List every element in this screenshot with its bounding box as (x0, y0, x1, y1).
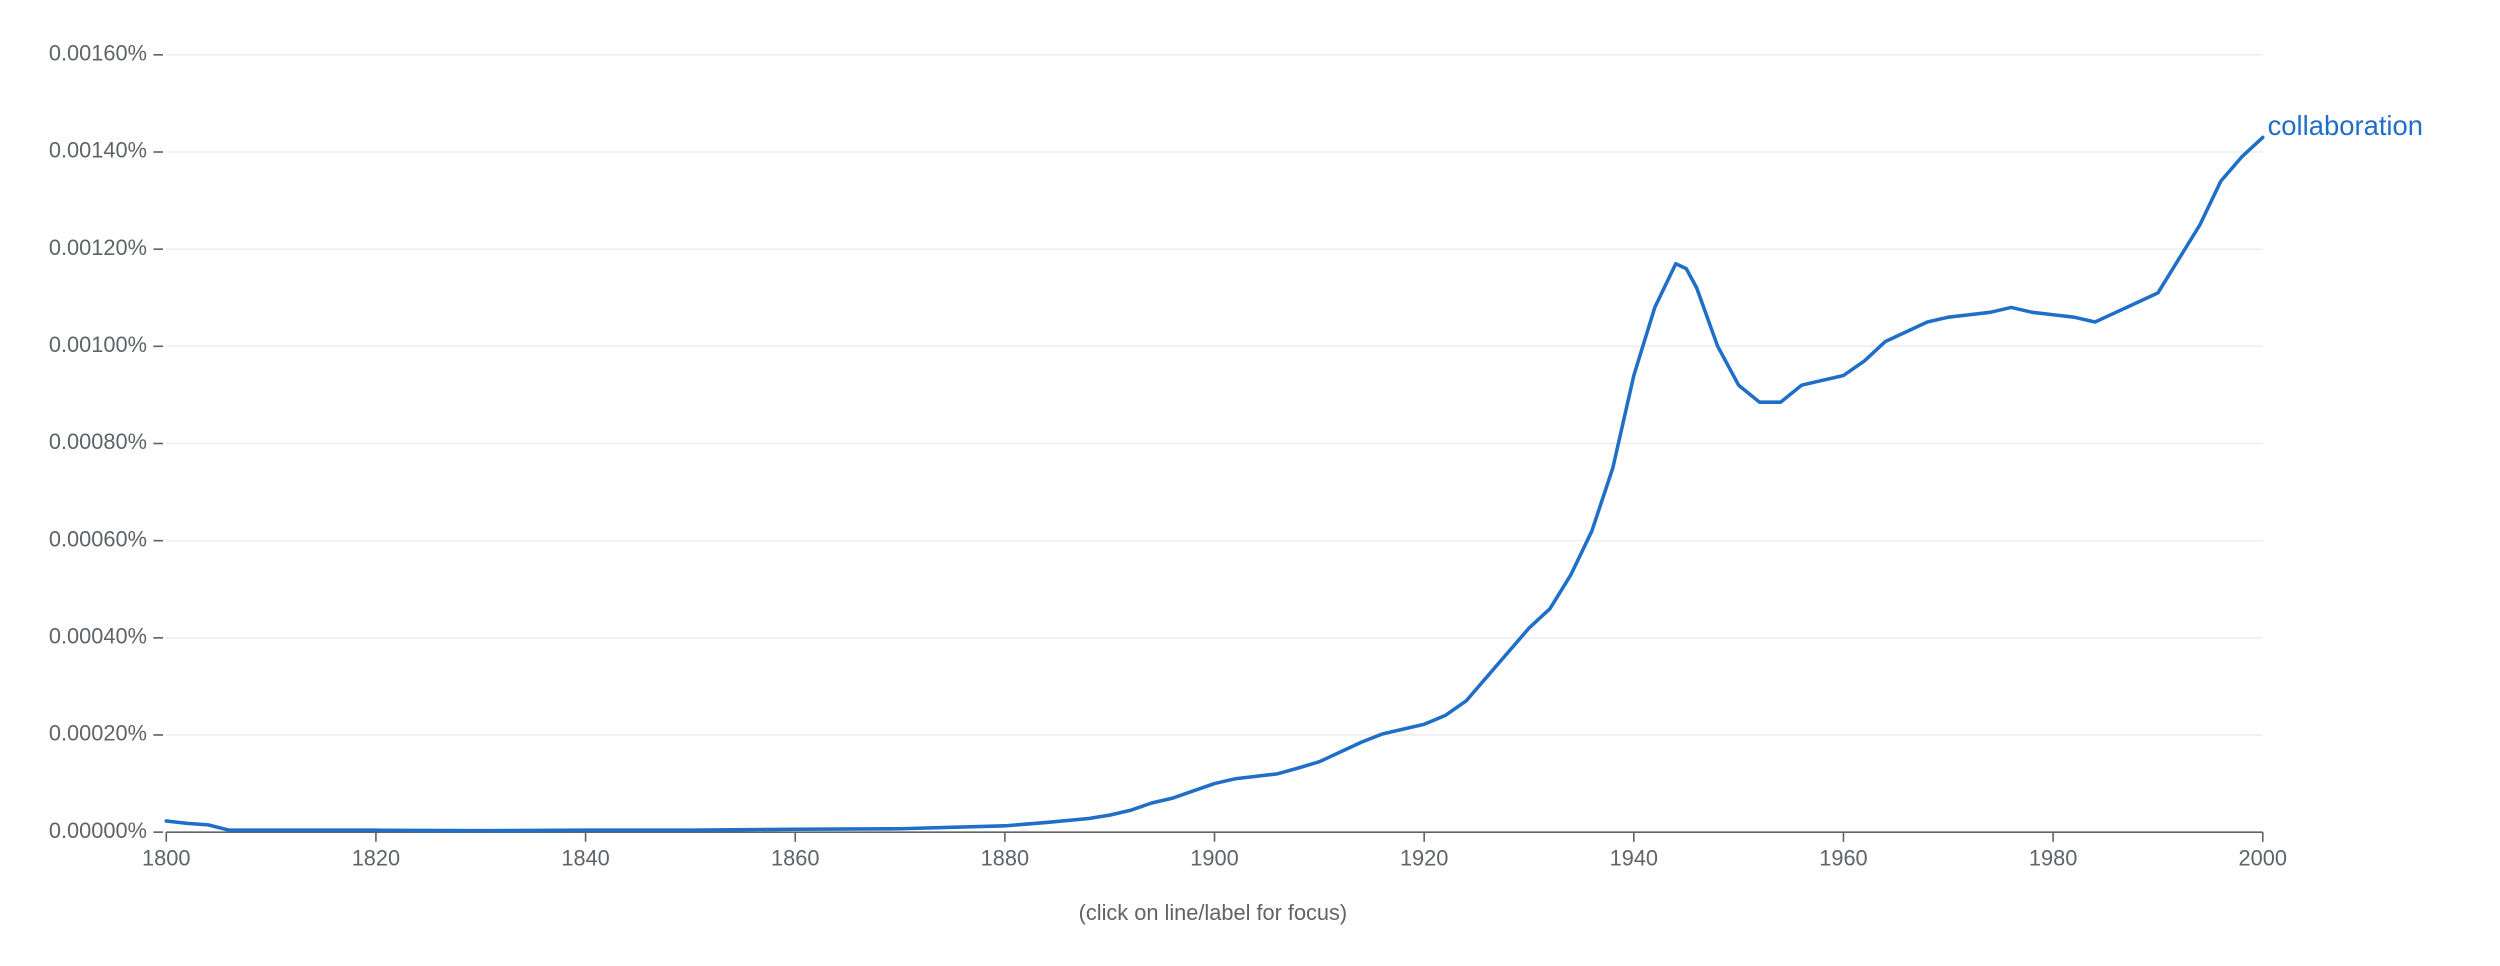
series-label[interactable]: collaboration (2268, 110, 2423, 141)
y-tick-label: 0.00080% (49, 429, 147, 454)
y-tick-label: 0.00160% (49, 41, 147, 66)
x-tick-label: 1820 (352, 845, 400, 870)
x-tick-label: 1960 (1819, 845, 1867, 870)
y-tick-label: 0.00100% (49, 332, 147, 357)
footer-hint: (click on line/label for focus) (1079, 900, 1348, 925)
x-tick-label: 1880 (981, 845, 1029, 870)
x-tick-label: 2000 (2239, 845, 2287, 870)
y-tick-label: 0.00040% (49, 624, 147, 649)
series-line[interactable] (164, 135, 2265, 833)
x-tick-label: 1920 (1400, 845, 1448, 870)
x-tick-label: 1860 (771, 845, 819, 870)
y-tick-label: 0.00020% (49, 721, 147, 746)
x-tick-label: 1940 (1610, 845, 1658, 870)
y-tick-label: 0.00000% (49, 818, 147, 843)
y-tick-label: 0.00140% (49, 138, 147, 163)
x-tick-label: 1800 (142, 845, 190, 870)
x-tick-label: 1900 (1190, 845, 1238, 870)
y-tick-label: 0.00060% (49, 526, 147, 551)
y-tick-label: 0.00120% (49, 235, 147, 260)
x-tick-label: 1980 (2029, 845, 2077, 870)
x-tick-label: 1840 (561, 845, 609, 870)
